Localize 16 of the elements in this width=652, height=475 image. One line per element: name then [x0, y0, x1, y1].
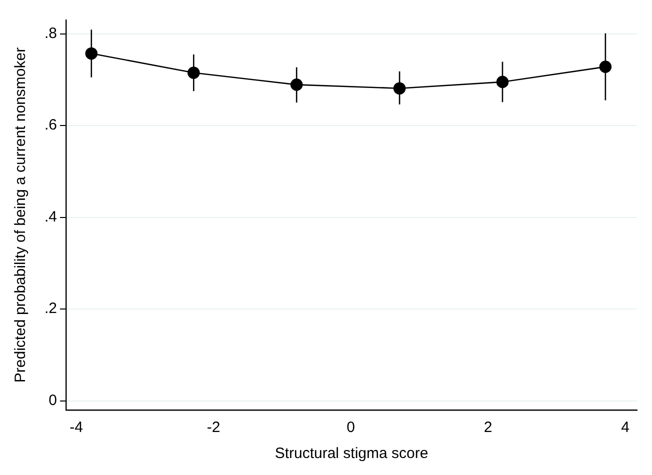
- point: [496, 76, 509, 88]
- x-tick-label: 2: [484, 419, 492, 436]
- x-tick-label: 4: [621, 419, 630, 436]
- y-tick-label: .2: [44, 300, 57, 318]
- x-tick-label: 0: [346, 419, 355, 436]
- y-tick-label: .4: [44, 208, 57, 226]
- point: [599, 60, 612, 73]
- y-tick-label: .8: [44, 24, 57, 42]
- x-tick-label: -2: [206, 419, 220, 436]
- point: [290, 78, 303, 91]
- y-axis-title: Predicted probability of being a current nonsmoker: [12, 47, 30, 383]
- y-tick-label: 0: [48, 392, 57, 409]
- point: [393, 82, 406, 95]
- x-axis-title: Structural stigma score: [274, 445, 428, 462]
- y-tick-label: .6: [44, 116, 57, 134]
- x-tick-label: -4: [70, 419, 83, 436]
